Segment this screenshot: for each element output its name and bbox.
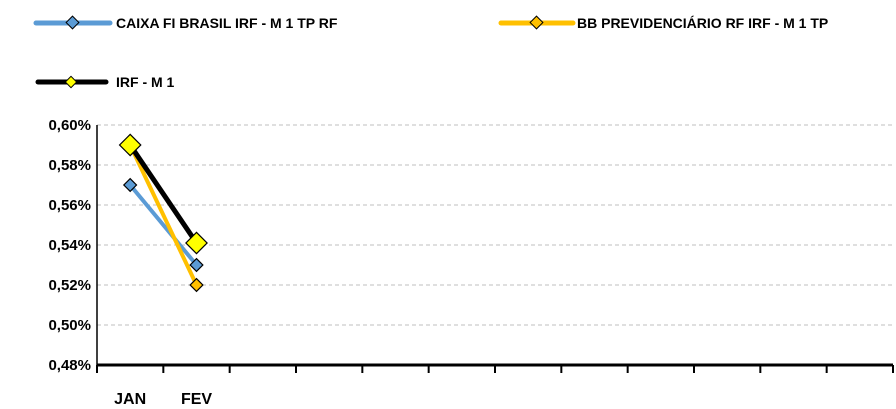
data-point-0-0: [122, 177, 138, 193]
legend-entry-irf: IRF - M 1: [35, 74, 175, 90]
series-line-0: [128, 183, 199, 267]
y-tick-label: 0,50%: [48, 317, 91, 334]
legend: CAIXA FI BRASIL IRF - M 1 TP RF BB PREVI…: [33, 15, 828, 90]
legend-label-irf: IRF - M 1: [116, 74, 175, 90]
legend-entry-caixa: CAIXA FI BRASIL IRF - M 1 TP RF: [33, 15, 338, 31]
series-line-2: [127, 142, 199, 246]
x-tick-label: JAN: [114, 391, 146, 408]
y-tick-label: 0,54%: [48, 237, 91, 254]
legend-marker-bb: [529, 15, 544, 30]
data-point-2-0: [118, 133, 142, 157]
legend-entry-bb: BB PREVIDENCIÁRIO RF IRF - M 1 TP: [498, 15, 828, 31]
y-tick-label: 0,56%: [48, 197, 91, 214]
legend-marker-irf: [64, 75, 78, 89]
y-tick-label: 0,58%: [48, 157, 91, 174]
series-line-1: [128, 143, 199, 287]
legend-marker-caixa: [65, 15, 80, 30]
legend-label-caixa: CAIXA FI BRASIL IRF - M 1 TP RF: [116, 15, 338, 31]
y-tick-label: 0,52%: [48, 277, 91, 294]
data-point-1-1: [189, 277, 204, 293]
y-tick-label: 0,60%: [48, 117, 91, 134]
plot-area: 0,48% 0,50% 0,52% 0,54% 0,56% 0,58% 0,60% JAN FE…: [48, 117, 894, 408]
y-tick-label: 0,48%: [48, 357, 91, 374]
legend-label-bb: BB PREVIDENCIÁRIO RF IRF - M 1 TP: [577, 15, 828, 31]
data-point-2-1: [185, 231, 208, 255]
data-point-0-1: [189, 257, 204, 273]
x-tick-label: FEV: [181, 391, 212, 408]
